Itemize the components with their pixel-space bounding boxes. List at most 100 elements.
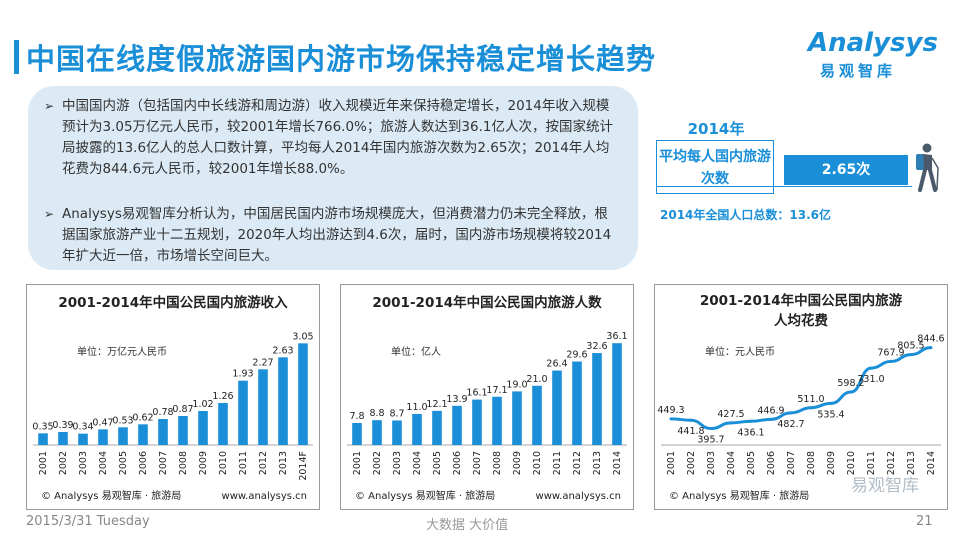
tick-label-2001: 2001 bbox=[352, 451, 363, 475]
point-2011 bbox=[869, 366, 873, 370]
logo-text-en: Analysys bbox=[808, 28, 938, 58]
chart-title: 2001-2014年中国公民国内旅游 bbox=[700, 292, 903, 309]
tick-label-2009: 2009 bbox=[826, 451, 837, 475]
bar-2004 bbox=[412, 413, 422, 445]
tick-label-2006: 2006 bbox=[452, 451, 463, 475]
bar-2003 bbox=[78, 433, 88, 445]
bar-2010 bbox=[218, 403, 228, 445]
point-2007 bbox=[789, 411, 793, 415]
bar-2007 bbox=[472, 399, 482, 445]
data-label-2007: 482.7 bbox=[777, 419, 804, 430]
data-label-2011: 26.4 bbox=[546, 359, 567, 370]
logo-text-cn: 易观智库 bbox=[820, 62, 897, 80]
bar-2011 bbox=[552, 370, 562, 445]
chart-title: 2001-2014年中国公民国内旅游收入 bbox=[58, 294, 288, 311]
bar-2011 bbox=[238, 380, 248, 445]
point-2014 bbox=[929, 346, 933, 350]
tick-label-2004: 2004 bbox=[412, 451, 423, 475]
data-label-2002: 0.39 bbox=[52, 420, 73, 431]
tick-label-2008: 2008 bbox=[806, 451, 817, 475]
tick-label-2013: 2013 bbox=[906, 451, 917, 475]
tick-label-2001: 2001 bbox=[666, 451, 677, 475]
data-label-2008: 17.1 bbox=[486, 385, 507, 396]
bar-2008 bbox=[492, 396, 502, 445]
summary-box bbox=[28, 86, 638, 270]
page-title: 中国在线度假旅游国内游市场保持稳定增长趋势 bbox=[26, 42, 657, 76]
tick-label-2014F: 2014F bbox=[298, 451, 309, 481]
data-label-2004: 427.5 bbox=[717, 409, 744, 420]
hiker-icon bbox=[916, 143, 939, 192]
data-label-2013: 805.5 bbox=[897, 341, 924, 352]
tick-label-2012: 2012 bbox=[886, 451, 897, 475]
data-label-2013: 2.63 bbox=[272, 345, 293, 356]
data-label-2003: 8.7 bbox=[389, 408, 404, 419]
data-label-2001: 0.35 bbox=[32, 421, 53, 432]
tick-label-2011: 2011 bbox=[552, 451, 563, 475]
point-2008 bbox=[809, 406, 813, 410]
chart-site: www.analysys.cn bbox=[222, 491, 307, 502]
data-label-2010: 21.0 bbox=[526, 374, 547, 385]
chart-panel-revenue: 2001-2014年中国公民国内旅游收入 单位：万亿元人民币 © Analysys … bbox=[26, 284, 320, 510]
tick-label-2012: 2012 bbox=[258, 451, 269, 475]
tick-label-2012: 2012 bbox=[572, 451, 583, 475]
stat-value: 2.65次 bbox=[784, 155, 908, 185]
point-2006 bbox=[769, 417, 773, 421]
point-2001 bbox=[669, 417, 673, 421]
data-label-2014: 36.1 bbox=[606, 331, 627, 342]
data-label-2005: 0.53 bbox=[112, 415, 133, 426]
watermark-text: 易观智库 bbox=[851, 476, 919, 496]
data-label-2008: 0.87 bbox=[172, 404, 193, 415]
bar-2013 bbox=[278, 357, 288, 445]
tick-label-2006: 2006 bbox=[766, 451, 777, 475]
bar-2007 bbox=[158, 419, 168, 445]
bar-2014 bbox=[612, 343, 622, 445]
data-label-2002: 8.8 bbox=[369, 408, 384, 419]
chart-unit: 单位：亿人 bbox=[391, 345, 441, 358]
tick-label-2005: 2005 bbox=[746, 451, 757, 475]
tick-label-2011: 2011 bbox=[866, 451, 877, 475]
bar-2012 bbox=[258, 369, 268, 445]
data-label-2012: 29.6 bbox=[566, 350, 587, 361]
bar-2013 bbox=[592, 353, 602, 445]
bar-2008 bbox=[178, 416, 188, 445]
page-number: 21 bbox=[916, 514, 933, 529]
data-label-2006: 13.9 bbox=[446, 394, 467, 405]
bar-2012 bbox=[572, 361, 582, 445]
bar-2004 bbox=[98, 429, 108, 445]
bar-2014F bbox=[298, 343, 308, 445]
chart-panel-visitors: 2001-2014年中国公民国内旅游人数 单位：亿人 © Analysys 易观智库… bbox=[340, 284, 634, 510]
chart-source: © Analysys 易观智库 · 旅游局 bbox=[669, 489, 809, 502]
data-label-2006: 446.9 bbox=[757, 405, 784, 416]
tick-label-2008: 2008 bbox=[178, 451, 189, 475]
tick-label-2010: 2010 bbox=[218, 451, 229, 475]
bar-2002 bbox=[372, 420, 382, 445]
data-label-2010: 598.2 bbox=[837, 378, 864, 389]
arrow-bullet-icon: ➢ bbox=[44, 99, 55, 113]
data-label-2003: 395.7 bbox=[697, 435, 724, 446]
data-label-2007: 16.1 bbox=[466, 388, 487, 399]
tick-label-2004: 2004 bbox=[726, 451, 737, 475]
footer-date: 2015/3/31 Tuesday bbox=[26, 514, 150, 529]
tick-label-2007: 2007 bbox=[158, 451, 169, 475]
tick-label-2003: 2003 bbox=[706, 451, 717, 475]
bar-2006 bbox=[138, 424, 148, 445]
tick-label-2013: 2013 bbox=[278, 451, 289, 475]
bar-2005 bbox=[118, 427, 128, 445]
tick-label-2005: 2005 bbox=[432, 451, 443, 475]
data-label-2012: 767.9 bbox=[877, 347, 904, 358]
bar-2009 bbox=[512, 391, 522, 445]
data-label-2014F: 3.05 bbox=[292, 331, 313, 342]
chart-site: www.analysys.cn bbox=[536, 491, 621, 502]
bar-2001 bbox=[38, 433, 48, 445]
series-line bbox=[670, 346, 932, 431]
stat-footnote: 2014年全国人口总数：13.6亿 bbox=[660, 208, 832, 222]
bar-2002 bbox=[58, 432, 68, 445]
data-label-2001: 7.8 bbox=[349, 411, 364, 422]
data-label-2004: 11.0 bbox=[406, 402, 427, 413]
tick-label-2009: 2009 bbox=[512, 451, 523, 475]
bullet-1: ➢ 中国国内游（包括国内中长线游和周边游）收入规模近年来保持稳定增长，2014年… bbox=[44, 96, 614, 180]
data-label-2001: 449.3 bbox=[657, 405, 684, 416]
data-label-2006: 0.62 bbox=[132, 412, 153, 423]
